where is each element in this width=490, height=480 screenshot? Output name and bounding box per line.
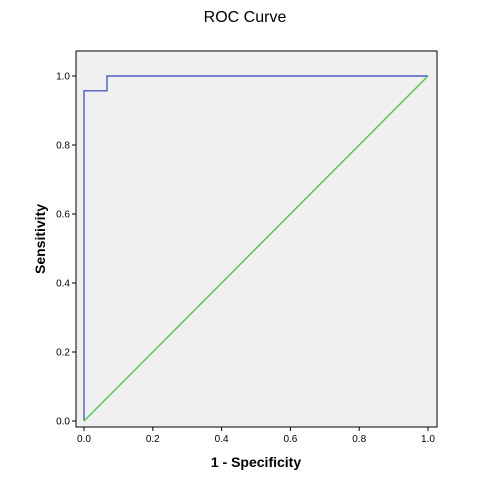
reference-diagonal-line <box>83 75 429 422</box>
x-tick-label: 0.6 <box>283 434 297 445</box>
y-tick-label: 1.0 <box>56 72 70 83</box>
roc-curve-line <box>83 75 428 421</box>
x-axis-title: 1 - Specificity <box>211 454 301 470</box>
y-tick-label: 0.4 <box>56 279 70 290</box>
axes: 0.0 0.2 0.4 0.6 0.8 1.0 0.0 0.2 0.4 0.6 0.8 1.0 <box>56 72 435 446</box>
y-tick-label: 0.0 <box>56 417 70 428</box>
x-tick-label: 0.2 <box>146 434 160 445</box>
y-tick-label: 0.2 <box>56 348 70 359</box>
x-tick-label: 0.4 <box>215 434 229 445</box>
chart-title: ROC Curve <box>203 9 287 26</box>
plot-area <box>75 50 438 428</box>
x-tick-label: 0.8 <box>352 434 366 445</box>
y-tick-label: 0.8 <box>56 141 70 152</box>
x-tick-label: 0.0 <box>77 434 91 445</box>
y-tick-label: 0.6 <box>56 210 70 221</box>
x-tick-label: 1.0 <box>421 434 435 445</box>
y-axis-title: Sensitivity <box>32 204 48 274</box>
series-layer <box>83 75 429 422</box>
